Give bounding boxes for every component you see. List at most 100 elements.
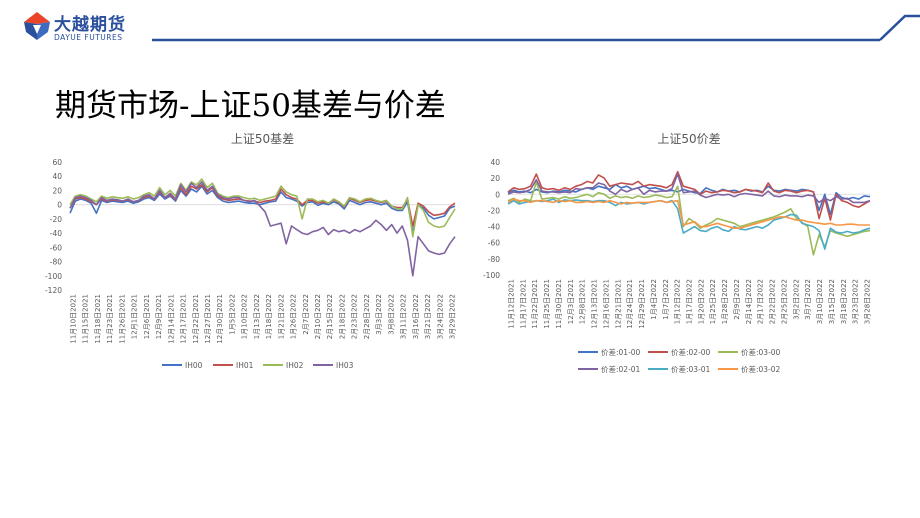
x-tick-label: 12月6日2021 [143, 294, 151, 339]
x-tick-label: 1月4日2022 [650, 279, 658, 320]
y-tick-label: -20 [50, 215, 62, 224]
x-tick-label: 12月27日2021 [204, 294, 212, 344]
x-tick-label: 1月21日2022 [277, 294, 285, 339]
y-tick-label: -60 [488, 239, 500, 248]
x-tick-label: 3月29日2022 [449, 294, 457, 339]
y-tick-label: 40 [490, 158, 500, 167]
x-tick-label: 12月1日2021 [131, 294, 139, 339]
x-tick-label: 1月28日2022 [721, 279, 729, 324]
x-tick-label: 12月21日2021 [614, 279, 622, 329]
x-tick-label: 12月30日2021 [216, 294, 224, 344]
x-tick-label: 11月18日2021 [94, 294, 102, 344]
x-tick-label: 12月24日2021 [626, 279, 634, 329]
x-tick-label: 2月15日2022 [326, 294, 334, 339]
y-tick-label: -120 [45, 286, 62, 295]
x-tick-label: 2月25日2022 [780, 279, 788, 324]
x-tick-label: 3月21日2022 [424, 294, 432, 339]
series-line [69, 185, 456, 234]
x-tick-label: 11月17日2021 [519, 279, 527, 329]
x-tick-label: 12月16日2021 [602, 279, 610, 329]
x-tick-label: 2月17日2022 [757, 279, 765, 324]
page-title: 期货市场-上证50基差与价差 [55, 88, 446, 124]
x-tick-label: 2月18日2022 [338, 294, 346, 339]
x-tick-label: 12月17日2021 [180, 294, 188, 344]
brand-logo: 大越期货 DAYUE FUTURES [22, 10, 152, 46]
x-tick-label: 3月3日2022 [375, 294, 383, 335]
x-tick-label: 3月11日2022 [400, 294, 408, 339]
x-tick-label: 11月23日2021 [106, 294, 114, 344]
x-tick-label: 1月17日2022 [686, 279, 694, 324]
x-tick-label: 2月28日2022 [363, 294, 371, 339]
x-tick-label: 11月12日2021 [508, 279, 516, 329]
x-tick-label: 1月25日2022 [709, 279, 717, 324]
x-tick-label: 11月25日2021 [543, 279, 551, 329]
x-tick-label: 1月12日2022 [674, 279, 682, 324]
basis-chart: 上证50基差 60 40 20 0 -20 -40 -60 -80 -100 -120 11月10日2… [45, 132, 457, 370]
x-tick-label: 3月23日2022 [852, 279, 860, 324]
x-tick-label: 3月8日2022 [387, 294, 395, 335]
x-tick-label: 3月16日2022 [412, 294, 420, 339]
x-tick-label: 12月22日2021 [192, 294, 200, 344]
y-tick-label: 40 [52, 172, 62, 181]
y-tick-label: 60 [52, 158, 62, 167]
series-line [69, 178, 456, 238]
x-tick-label: 3月28日2022 [864, 279, 872, 324]
y-tick-label: -20 [488, 206, 500, 215]
legend-label: 价差:03-01 [671, 364, 711, 374]
x-tick-label: 3月10日2022 [816, 279, 824, 324]
y-tick-label: -100 [45, 272, 62, 281]
x-tick-label: 3月24日2022 [436, 294, 444, 339]
series-line [69, 183, 456, 227]
x-tick-label: 1月26日2022 [290, 294, 298, 339]
x-tick-label: 3月7日2022 [804, 279, 812, 320]
brand-name-en: DAYUE FUTURES [54, 33, 123, 42]
x-tick-label: 2月23日2022 [351, 294, 359, 339]
legend-label: 价差:02-00 [671, 347, 711, 357]
series-line [507, 198, 870, 229]
x-tick-label: 2月10日2022 [314, 294, 322, 339]
x-tick-label: 3月18日2022 [840, 279, 848, 324]
header-divider [152, 14, 920, 42]
x-tick-label: 11月15日2021 [82, 294, 90, 344]
x-tick-label: 1月20日2022 [697, 279, 705, 324]
series-line [69, 181, 456, 277]
y-tick-label: -80 [488, 255, 500, 264]
x-tick-label: 12月3日2021 [567, 279, 575, 324]
y-tick-label: -40 [50, 229, 62, 238]
brand-name: 大越期货 [54, 15, 126, 35]
x-tick-label: 12月9日2021 [155, 294, 163, 339]
x-tick-label: 1月10日2022 [241, 294, 249, 339]
y-tick-label: 0 [57, 201, 62, 210]
x-tick-label: 11月30日2021 [555, 279, 563, 329]
legend-label: 价差:03-02 [741, 364, 781, 374]
y-tick-label: 0 [495, 190, 500, 199]
legend-label: IH00 [185, 361, 203, 370]
x-tick-label: 2月22日2022 [769, 279, 777, 324]
x-tick-label: 1月5日2022 [228, 294, 236, 335]
y-tick-label: 20 [52, 186, 62, 195]
legend-label: IH03 [336, 361, 354, 370]
x-tick-label: 1月7日2022 [662, 279, 670, 320]
x-tick-label: 12月14日2021 [167, 294, 175, 344]
x-tick-label: 2月14日2022 [745, 279, 753, 324]
legend-label: 价差:02-01 [601, 364, 641, 374]
x-tick-label: 12月13日2021 [591, 279, 599, 329]
legend-label: 价差:01-00 [601, 347, 641, 357]
chart-title: 上证50基差 [231, 132, 294, 146]
legend-label: IH02 [286, 361, 304, 370]
x-tick-label: 11月26日2021 [118, 294, 126, 344]
series-line [507, 198, 871, 250]
series-line [507, 181, 871, 256]
y-tick-label: -40 [488, 223, 500, 232]
x-tick-label: 3月2日2022 [792, 279, 800, 320]
x-tick-label: 2月7日2022 [302, 294, 310, 335]
x-tick-label: 2月9日2022 [733, 279, 741, 320]
series-line [507, 173, 871, 204]
y-tick-label: -100 [483, 271, 500, 280]
x-tick-label: 11月10日2021 [70, 294, 78, 344]
x-tick-label: 12月29日2021 [638, 279, 646, 329]
x-tick-label: 1月13日2022 [253, 294, 261, 339]
legend-label: 价差:03-00 [741, 347, 781, 357]
x-tick-label: 3月15日2022 [828, 279, 836, 324]
